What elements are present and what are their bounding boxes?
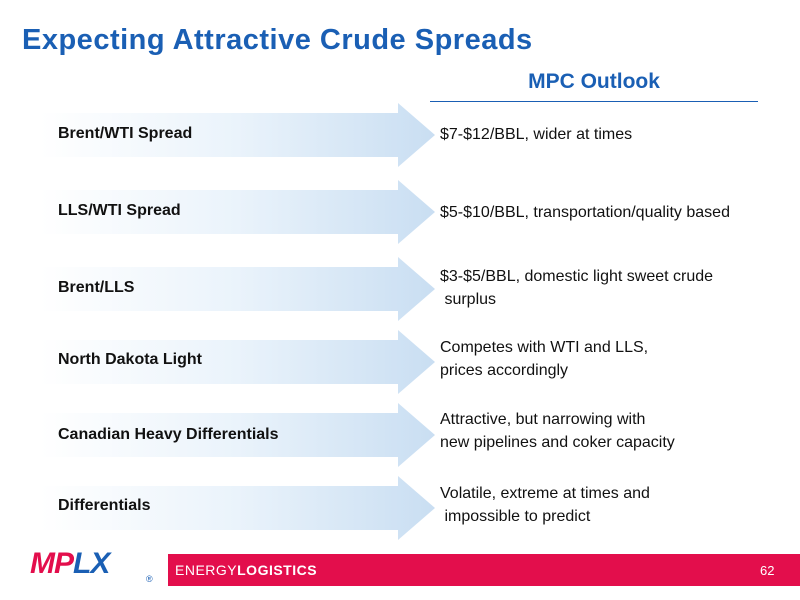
spread-description: Attractive, but narrowing with new pipel… (440, 411, 675, 451)
page-title: Expecting Attractive Crude Spreads (22, 24, 533, 56)
logistics-text: LOGISTICS (237, 562, 318, 578)
logo-lx: LX (73, 547, 110, 580)
energy-text: ENERGY (175, 562, 238, 578)
spread-label: Brent/WTI Spread (58, 125, 193, 142)
spread-description: $7-$12/BBL, wider at times (440, 126, 633, 143)
spread-description: Volatile, extreme at times and impossibl… (440, 485, 650, 525)
footer-bar (168, 554, 800, 586)
arrow-shape (40, 476, 435, 540)
spread-description: $5-$10/BBL, transportation/quality based (440, 204, 730, 221)
page-number: 62 (760, 563, 775, 578)
mplx-logo: MPLX (30, 547, 110, 581)
spread-description: Competes with WTI and LLS, prices accord… (440, 339, 649, 379)
spread-label: LLS/WTI Spread (58, 202, 181, 219)
arrow-shape (40, 180, 435, 244)
logo-mp: MP (30, 547, 74, 580)
spread-description: $3-$5/BBL, domestic light sweet crude su… (440, 268, 714, 308)
outlook-divider (430, 101, 758, 102)
spread-label: Brent/LLS (58, 279, 135, 296)
spread-label: North Dakota Light (58, 351, 202, 368)
arrow-shape (40, 330, 435, 394)
registered-mark: ® (146, 574, 153, 584)
energy-logistics-wordmark: ENERGYLOGISTICS (175, 562, 317, 578)
arrow-shape (40, 257, 435, 321)
arrow-shape (40, 103, 435, 167)
arrow-shape (40, 403, 435, 467)
outlook-header: MPC Outlook (528, 70, 660, 93)
spread-label: Canadian Heavy Differentials (58, 426, 279, 443)
spread-label: Differentials (58, 497, 151, 514)
